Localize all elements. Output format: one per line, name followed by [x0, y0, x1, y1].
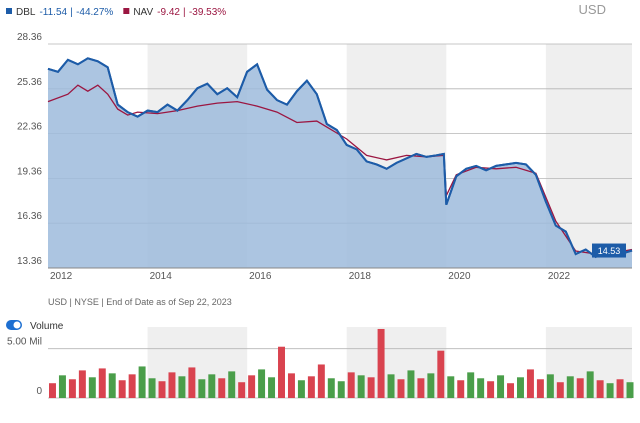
- volume-bar: [477, 378, 485, 398]
- volume-bar: [467, 372, 475, 398]
- volume-bar: [307, 376, 315, 398]
- volume-bar: [198, 379, 206, 398]
- volume-bar: [437, 350, 445, 398]
- x-tick-label: 2022: [548, 271, 571, 282]
- volume-bar: [497, 375, 505, 398]
- volume-bar: [58, 375, 66, 398]
- volume-bar: [556, 382, 564, 398]
- volume-bar: [148, 378, 156, 398]
- volume-bar: [487, 381, 495, 398]
- volume-bar: [158, 381, 166, 398]
- volume-bar: [447, 376, 455, 398]
- footnote: USD | NYSE | End of Date as of Sep 22, 2…: [48, 297, 232, 307]
- volume-bar: [536, 379, 544, 398]
- volume-bar: [347, 372, 355, 398]
- volume-bar: [68, 379, 76, 398]
- x-tick-label: 2012: [50, 271, 73, 282]
- volume-bar: [268, 377, 276, 398]
- legend-name: DBL: [16, 7, 36, 18]
- volume-bar: [49, 383, 56, 398]
- volume-bar: [78, 370, 86, 398]
- volume-bar: [377, 328, 385, 398]
- y-tick-label: 28.36: [17, 32, 42, 43]
- volume-bar: [606, 383, 614, 398]
- last-value-label: 14.53: [598, 246, 621, 256]
- y-tick-label: 19.36: [17, 166, 42, 177]
- volume-bar: [238, 382, 246, 398]
- volume-bar: [278, 346, 285, 398]
- volume-bar: [118, 380, 126, 398]
- legend-change: -11.54: [39, 7, 67, 18]
- volume-bar: [88, 377, 96, 398]
- volume-bar: [248, 375, 256, 398]
- volume-bar: [407, 370, 415, 398]
- y-tick-label: 16.36: [17, 211, 42, 222]
- volume-bar: [576, 378, 584, 398]
- y-tick-label: 25.36: [17, 77, 42, 88]
- y-tick-label: 0: [36, 386, 42, 397]
- line: [47, 57, 633, 259]
- volume-bar: [586, 371, 594, 398]
- volume-bar: [596, 380, 604, 398]
- line: [47, 84, 633, 255]
- volume-bar: [317, 364, 325, 398]
- legend-change-pct: -44.27%: [76, 7, 113, 18]
- y-tick-label: 5.00 Mil: [7, 337, 42, 348]
- volume-bar: [507, 383, 515, 398]
- volume-bar: [367, 377, 375, 398]
- x-tick-label: 2016: [249, 271, 272, 282]
- volume-bar: [208, 374, 216, 398]
- area: [48, 58, 632, 268]
- volume-bar: [188, 367, 196, 398]
- volume-bar: [357, 375, 365, 398]
- volume-bar: [287, 373, 295, 398]
- x-tick-label: 2018: [349, 271, 372, 282]
- y-tick-label: 13.36: [17, 256, 42, 267]
- legend-change-pct: -39.53%: [189, 7, 226, 18]
- volume-bar: [98, 368, 106, 398]
- volume-bar: [178, 376, 186, 398]
- volume-bar: [168, 372, 176, 398]
- volume-bar: [258, 369, 266, 398]
- volume-bar: [387, 374, 395, 398]
- volume-bar: [427, 373, 435, 398]
- legend-name: NAV: [133, 7, 153, 18]
- volume-bar: [397, 379, 405, 398]
- last-value-box: [592, 243, 626, 258]
- volume-bar: [228, 371, 236, 398]
- y-tick-label: 22.36: [17, 122, 42, 133]
- volume-bar: [138, 366, 146, 398]
- legend-change: -9.42: [157, 7, 180, 18]
- volume-bar: [616, 379, 624, 398]
- volume-bar: [546, 374, 554, 398]
- volume-bar: [218, 378, 226, 398]
- volume-bar: [626, 382, 634, 398]
- legend-swatch: [123, 8, 130, 14]
- volume-bar: [327, 378, 335, 398]
- volume-bar: [337, 381, 345, 398]
- legend-sep: |: [183, 7, 186, 18]
- x-tick-label: 2014: [150, 271, 173, 282]
- legend-sep: |: [70, 7, 73, 18]
- volume-bar: [108, 373, 116, 398]
- x-tick-label: 2020: [448, 271, 471, 282]
- volume-bar: [566, 376, 574, 398]
- volume-bar: [128, 374, 136, 398]
- legend-swatch: [6, 8, 12, 14]
- toggle-knob: [13, 321, 21, 329]
- volume-title[interactable]: Volume: [30, 321, 64, 332]
- volume-bar: [526, 369, 534, 398]
- currency[interactable]: USD: [579, 2, 606, 17]
- volume-bar: [457, 380, 465, 398]
- volume-bar: [417, 378, 425, 398]
- volume-bar: [297, 380, 305, 398]
- volume-bar: [516, 377, 524, 398]
